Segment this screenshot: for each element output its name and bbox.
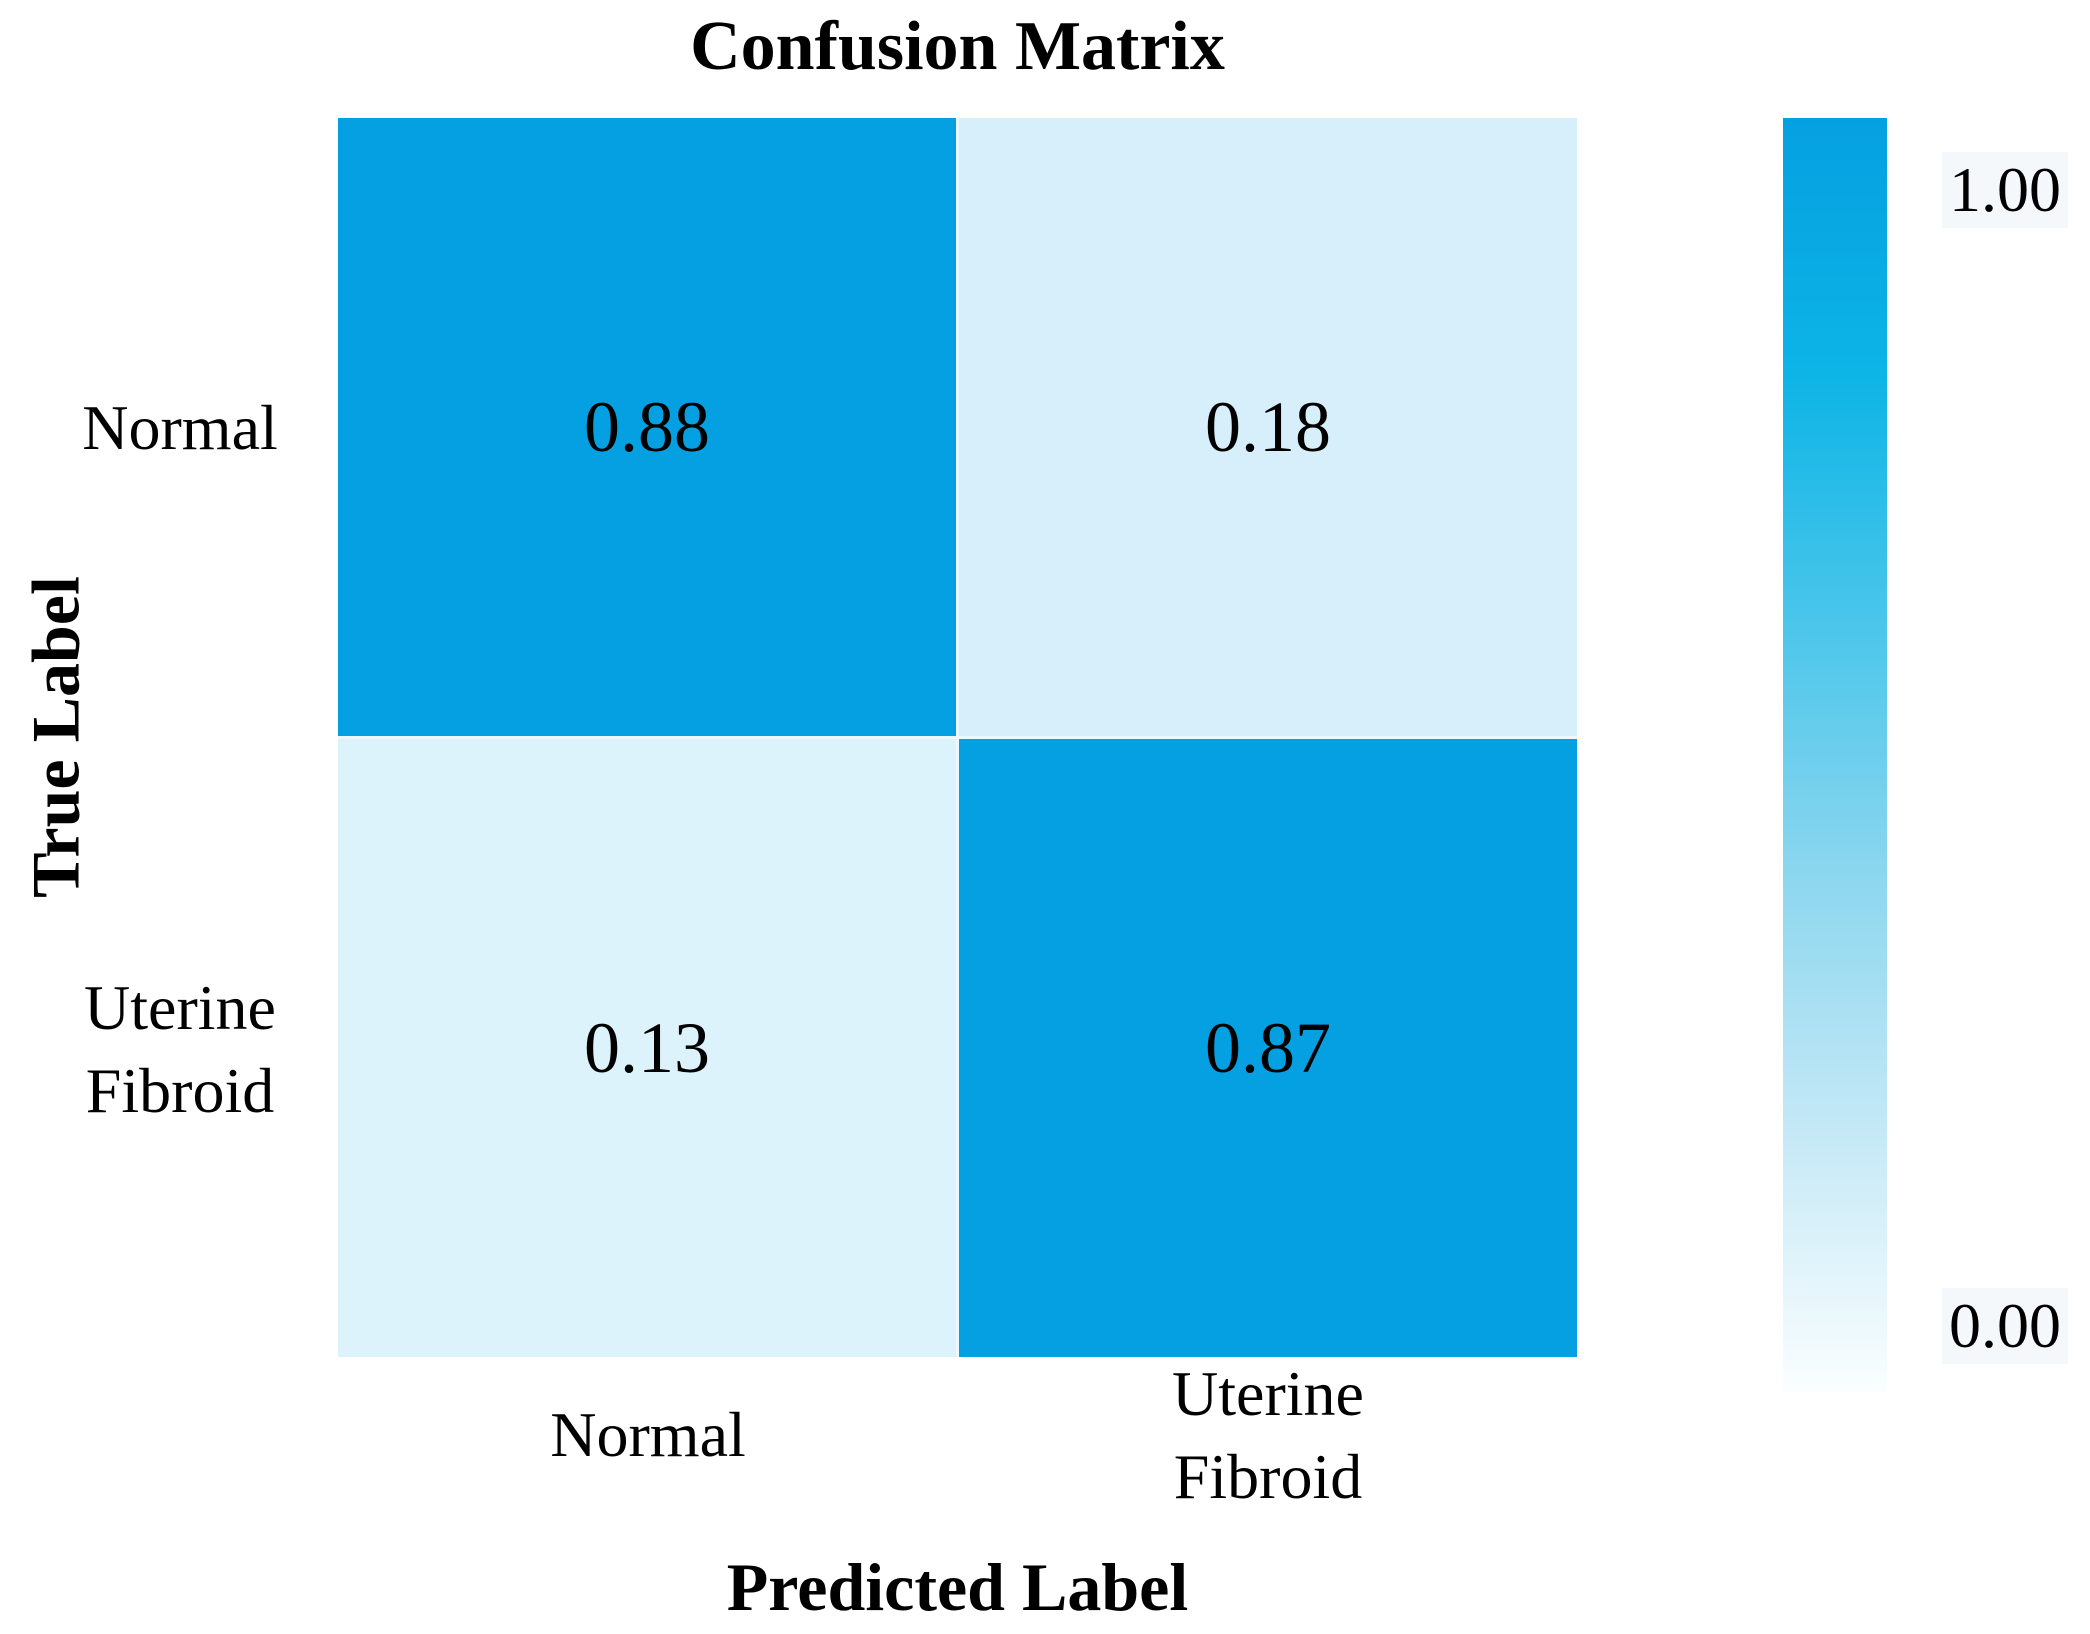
chart-title: Confusion Matrix: [690, 8, 1225, 85]
x-tick-uterine-fibroid: Uterine Fibroid: [958, 1358, 1578, 1512]
y-tick-uterine-fibroid: Uterine Fibroid: [20, 740, 340, 1358]
colorbar-max-label: 1.00: [1942, 152, 2068, 228]
x-tick-normal-text: Normal: [550, 1399, 746, 1471]
matrix-cell-0-1: 0.18: [959, 118, 1577, 736]
y-tick-normal: Normal: [20, 118, 340, 738]
matrix-cell-0-0: 0.88: [338, 118, 956, 736]
matrix-cell-1-0: 0.13: [338, 739, 956, 1357]
x-tick-uterine-fibroid-text: Uterine Fibroid: [1172, 1357, 1364, 1512]
x-tick-normal: Normal: [338, 1372, 958, 1498]
matrix-cell-1-1: 0.87: [959, 739, 1577, 1357]
y-tick-normal-text: Normal: [82, 392, 278, 464]
y-tick-uterine-fibroid-text: Uterine Fibroid: [84, 971, 276, 1126]
heatmap-grid: 0.88 0.18 0.13 0.87: [338, 118, 1577, 1357]
colorbar-gradient: [1783, 118, 1887, 1392]
x-axis-label: Predicted Label: [726, 1549, 1189, 1625]
colorbar-min-label: 0.00: [1942, 1288, 2068, 1364]
